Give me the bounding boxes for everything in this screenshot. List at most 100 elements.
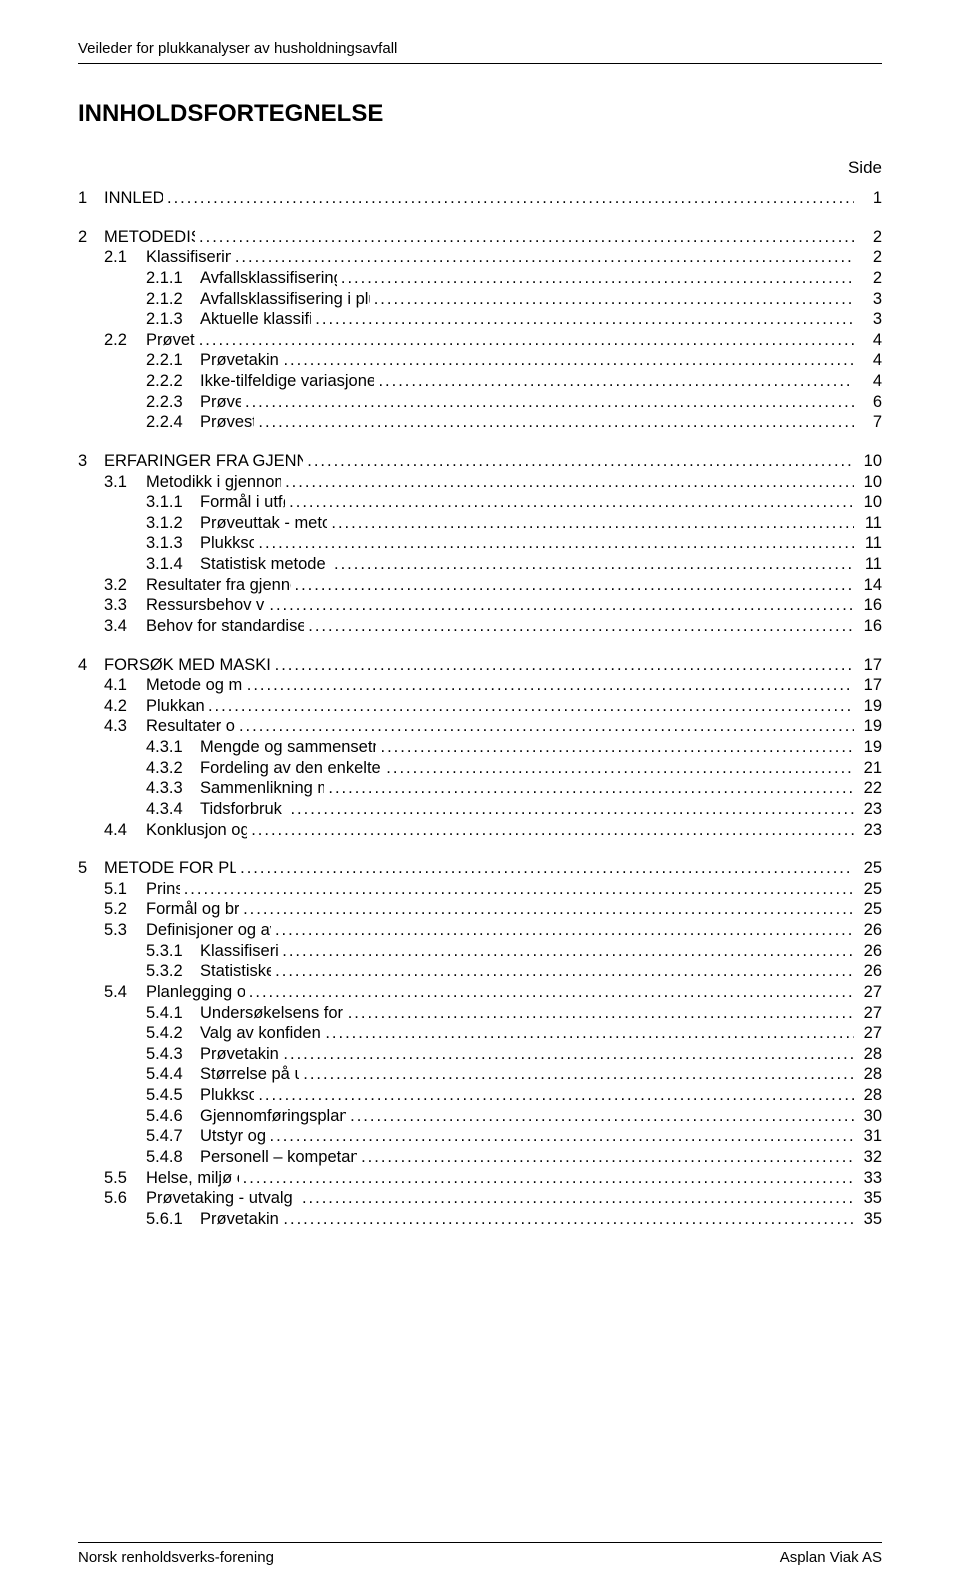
toc-entry-number: 5.6 [104,1188,146,1209]
toc-entry-number: 4 [78,655,104,676]
toc-entry-number: 3 [78,451,104,472]
toc-leader [308,616,853,637]
toc-entry-number: 4.3.2 [146,758,200,779]
toc-entry-number: 5.4.2 [146,1023,200,1044]
toc-entry-text: Ikke-tilfeldige variasjoner i husholdnin… [200,371,374,392]
toc-entry-text: Formål i utførte analyser [200,492,285,513]
toc-entry: 2.2.4Prøvestørrelse7 [146,412,882,433]
toc-entry-number: 1 [78,188,104,209]
toc-entry-page: 2 [858,247,882,268]
toc-entry: 2.2.2Ikke-tilfeldige variasjoner i husho… [146,371,882,392]
toc-leader [275,961,853,982]
toc-entry: 5.5Helse, miljø og sikkerhet33 [104,1168,882,1189]
toc-leader [199,227,854,248]
toc-entry-number: 4.3.4 [146,799,200,820]
toc-entry-text: Planlegging og forarbeider [146,982,245,1003]
toc-entry-text: INNLEDNING [104,188,163,209]
toc-leader [275,920,854,941]
toc-entry: 5.3.2Statistiske begreper26 [146,961,882,982]
toc-entry-text: Klassifisering av avfall [200,941,278,962]
toc-section: 3ERFARINGER FRA GJENNOMFØRTE PLUKKANALYS… [78,451,882,637]
toc-entry-number: 5.4 [104,982,146,1003]
toc-entry-text: Metode og maskinoppsett [146,675,243,696]
toc-leader [285,472,854,493]
toc-entry-page: 26 [858,961,882,982]
toc-entry-text: METODEDISKUSJON [104,227,195,248]
toc-leader [258,1085,853,1106]
toc-leader [374,289,854,310]
toc-entry-number: 2.1.3 [146,309,200,330]
toc-entry-number: 3.1.4 [146,554,200,575]
toc-entry-page: 23 [858,799,882,820]
toc-entry-page: 27 [858,982,882,1003]
toc-entry-number: 5.3 [104,920,146,941]
toc-entry: 4.3Resultater og diskusjon19 [104,716,882,737]
toc-entry: 2.2.3Prøveuttak6 [146,392,882,413]
toc-entry-text: Resultater fra gjennomførte plukkanalyse… [146,575,291,596]
toc-entry: 4.2Plukkanalysen19 [104,696,882,717]
running-head: Veileder for plukkanalyser av husholdnin… [78,40,882,64]
toc-entry-page: 19 [858,716,882,737]
toc-entry-number: 2 [78,227,104,248]
toc-entry: 3.1.1Formål i utførte analyser10 [146,492,882,513]
toc-leader [386,758,853,779]
toc-entry: 5.4.5Plukksortiment28 [146,1085,882,1106]
toc-leader [199,330,854,351]
toc-entry-text: Prøvetaking - utvalg og håndtering av pr… [146,1188,298,1209]
toc-entry-page: 16 [858,616,882,637]
toc-entry-text: Plukkanalysen [146,696,204,717]
toc-section: 4FORSØK MED MASKINELL PLUKKANALYSE174.1M… [78,655,882,841]
toc-leader [282,941,853,962]
toc-entry-text: Prøvetakingsstrategier [200,1209,279,1230]
toc-leader [289,492,853,513]
toc-entry-page: 4 [858,350,882,371]
toc-leader [167,188,854,209]
toc-leader [208,696,854,717]
toc-entry-text: Prøvestørrelse [200,412,254,433]
toc-entry-number: 3.4 [104,616,146,637]
toc-entry: 1INNLEDNING1 [78,188,882,209]
toc-leader [303,1064,853,1085]
toc-entry-text: Plukksortiment [200,533,254,554]
toc-leader [295,575,854,596]
toc-entry-number: 5.3.1 [146,941,200,962]
toc-entry-number: 5.4.6 [146,1106,200,1127]
toc-entry: 2.2.1Prøvetakingsstrategier4 [146,350,882,371]
toc-entry-text: Prøvetakingsstrategier [200,1044,279,1065]
toc-entry-page: 3 [858,309,882,330]
toc-entry-page: 11 [858,554,882,575]
toc-entry-text: ERFARINGER FRA GJENNOMFØRTE PLUKKANALYSE… [104,451,303,472]
toc-entry-number: 2.1 [104,247,146,268]
toc-entry-text: Behov for standardisert gjennomføringsme… [146,616,304,637]
toc-entry-page: 26 [858,920,882,941]
toc-entry: 5.4.2Valg av konfidensnivå og nøyaktighe… [146,1023,882,1044]
toc-entry: 4.3.4Tidsforbruk og kostnader23 [146,799,882,820]
toc-leader [283,1209,853,1230]
toc-leader [251,820,853,841]
toc-entry: 4.3.1Mengde og sammensetning av avfall p… [146,737,882,758]
toc-entry: 4.1Metode og maskinoppsett17 [104,675,882,696]
toc-leader [361,1147,854,1168]
toc-entry-number: 2.2.2 [146,371,200,392]
toc-entry: 2.1.1Avfallsklassifisering i SSBs avfall… [146,268,882,289]
toc-leader [245,392,854,413]
toc-entry-text: Resultater og diskusjon [146,716,235,737]
toc-entry-page: 11 [858,533,882,554]
toc-entry-page: 4 [858,371,882,392]
toc-entry-page: 17 [858,655,882,676]
toc-entry-page: 17 [858,675,882,696]
toc-entry: 4.3.2Fordeling av den enkelte avfallsfra… [146,758,882,779]
toc-entry: 3.4Behov for standardisert gjennomføring… [104,616,882,637]
toc-leader [283,350,854,371]
toc-entry-text: Plukksortiment [200,1085,254,1106]
toc-entry: 3.2Resultater fra gjennomførte plukkanal… [104,575,882,596]
toc-entry-page: 33 [858,1168,882,1189]
toc-entry-page: 7 [858,412,882,433]
toc-entry-page: 35 [858,1188,882,1209]
toc-entry: 3.1.4Statistisk metode og resultatrappor… [146,554,882,575]
toc-leader [235,247,854,268]
toc-leader [315,309,854,330]
toc-entry-number: 5.4.3 [146,1044,200,1065]
toc-entry-number: 5.4.4 [146,1064,200,1085]
toc-entry-text: Statistiske begreper [200,961,271,982]
